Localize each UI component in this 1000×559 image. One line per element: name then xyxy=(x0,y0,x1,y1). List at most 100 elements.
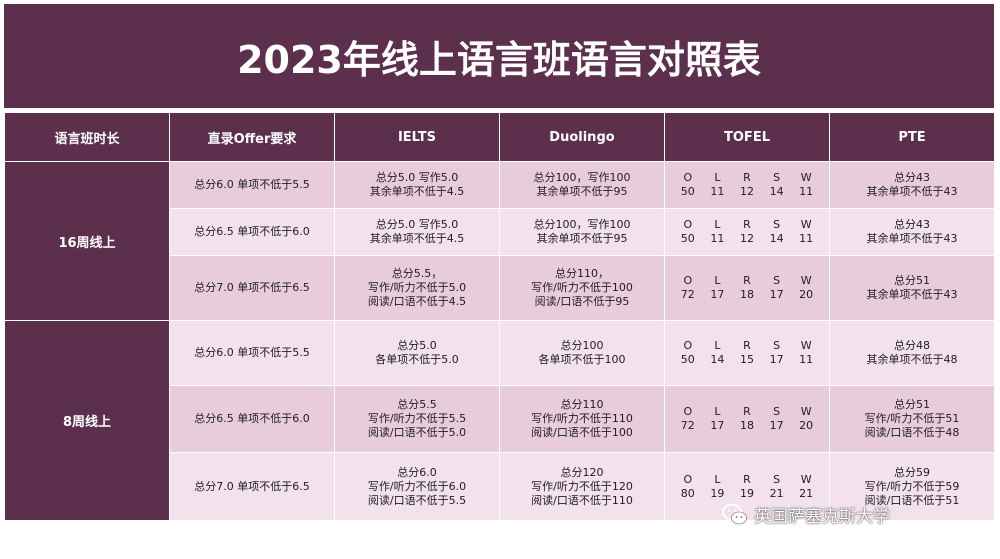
toefl-key: W xyxy=(800,218,812,231)
toefl-value: 11 xyxy=(799,185,814,198)
toefl-key: O xyxy=(683,274,693,287)
direct-offer-cell: 总分6.5 单项不低于6.0 xyxy=(169,208,335,256)
duolingo-cell: 总分110 写作/听力不低于110 阅读/口语不低于100 xyxy=(499,385,665,453)
toefl-key: S xyxy=(773,171,781,184)
toefl-score-w: W 11 xyxy=(791,218,821,246)
toefl-key: R xyxy=(743,218,751,231)
toefl-value: 18 xyxy=(739,288,754,301)
ielts-cell: 总分5.0 写作5.0 其余单项不低于4.5 xyxy=(334,161,500,209)
toefl-key: W xyxy=(800,339,812,352)
toefl-value: 72 xyxy=(680,288,695,301)
ielts-cell: 总分5.5， 写作/听力不低于5.0 阅读/口语不低于4.5 xyxy=(334,255,500,321)
toefl-key: L xyxy=(714,171,721,184)
pte-cell-line: 其余单项不低于48 xyxy=(866,353,958,366)
ielts-cell-line: 其余单项不低于4.5 xyxy=(369,232,465,245)
toefl-key: L xyxy=(714,339,721,352)
pte-cell-line: 其余单项不低于43 xyxy=(866,288,958,301)
duolingo-cell-line: 各单项不低于100 xyxy=(538,353,626,366)
toefl-key: L xyxy=(714,218,721,231)
table-row: 总分7.0 单项不低于6.5 总分6.0 写作/听力不低于6.0 阅读/口语不低于5.… xyxy=(5,452,995,521)
pte-cell-line: 总分48 xyxy=(894,339,930,352)
toefl-value: 14 xyxy=(710,353,725,366)
toefl-cell: O 50 L 11 R 12 S 14 W 11 xyxy=(664,161,830,209)
toefl-score-o: O 72 xyxy=(673,405,703,433)
duolingo-cell-line: 阅读/口语不低于100 xyxy=(531,426,633,439)
toefl-score-w: W 21 xyxy=(791,473,821,501)
toefl-value: 11 xyxy=(799,232,814,245)
duolingo-cell-line: 阅读/口语不低于95 xyxy=(534,295,630,308)
ielts-cell-line: 总分5.5 xyxy=(397,398,437,411)
table-row: 总分7.0 单项不低于6.5 总分5.5， 写作/听力不低于5.0 阅读/口语不低于4… xyxy=(5,255,995,321)
pte-cell-line: 总分51 xyxy=(894,398,930,411)
toefl-key: O xyxy=(683,218,693,231)
toefl-score-o: O 50 xyxy=(673,218,703,246)
pte-cell-line: 其余单项不低于43 xyxy=(866,232,958,245)
ielts-cell-line: 各单项不低于5.0 xyxy=(375,353,459,366)
ielts-cell: 总分5.0 写作5.0 其余单项不低于4.5 xyxy=(334,208,500,256)
toefl-key: R xyxy=(743,274,751,287)
page-title: 2023年线上语言班语言对照表 xyxy=(4,4,994,109)
pte-cell-line: 写作/听力不低于51 xyxy=(864,412,960,425)
toefl-value: 50 xyxy=(680,353,695,366)
ielts-cell-line: 阅读/口语不低于5.0 xyxy=(367,426,467,439)
pte-cell: 总分43 其余单项不低于43 xyxy=(829,161,995,209)
toefl-score-s: S 14 xyxy=(762,218,792,246)
ielts-cell-line: 其余单项不低于4.5 xyxy=(369,185,465,198)
pte-cell: 总分51 写作/听力不低于51 阅读/口语不低于48 xyxy=(829,385,995,453)
duolingo-cell: 总分100 各单项不低于100 xyxy=(499,320,665,386)
ielts-cell-line: 总分5.0 xyxy=(397,339,437,352)
direct-offer-cell: 总分6.0 单项不低于5.5 xyxy=(169,161,335,209)
toefl-score-s: S 14 xyxy=(762,171,792,199)
toefl-score-s: S 17 xyxy=(762,274,792,302)
toefl-score-l: L 17 xyxy=(703,405,733,433)
toefl-score-w: W 20 xyxy=(791,405,821,433)
toefl-key: L xyxy=(714,274,721,287)
duolingo-cell: 总分100，写作100 其余单项不低于95 xyxy=(499,208,665,256)
toefl-value: 11 xyxy=(710,185,725,198)
toefl-score-o: O 80 xyxy=(673,473,703,501)
duration-cell: 8周线上 xyxy=(4,320,170,521)
duolingo-cell-line: 总分100 xyxy=(560,339,604,352)
duolingo-cell-line: 写作/听力不低于110 xyxy=(531,412,633,425)
pte-cell-line: 总分59 xyxy=(894,465,930,479)
toefl-value: 80 xyxy=(680,486,695,500)
toefl-key: L xyxy=(714,405,721,418)
pte-cell-line: 阅读/口语不低于48 xyxy=(864,426,960,439)
toefl-value: 12 xyxy=(739,185,754,198)
watermark: 英国萨塞克斯大学 xyxy=(722,502,890,527)
table-row: 总分6.5 单项不低于6.0 总分5.0 写作5.0 其余单项不低于4.5 总分100… xyxy=(5,208,995,256)
header-duration: 语言班时长 xyxy=(4,112,170,162)
pte-cell: 总分59 写作/听力不低于59 阅读/口语不低于51 xyxy=(829,452,995,521)
toefl-score-s: S 17 xyxy=(762,339,792,367)
ielts-cell: 总分5.5 写作/听力不低于5.5 阅读/口语不低于5.0 xyxy=(334,385,500,453)
toefl-value: 17 xyxy=(769,419,784,432)
comparison-table: 语言班时长 直录Offer要求 IELTS Duolingo TOFEL PTE… xyxy=(4,112,995,521)
pte-cell-line: 总分43 xyxy=(894,218,930,231)
duolingo-cell-line: 总分100，写作100 xyxy=(533,171,631,184)
duolingo-cell-line: 总分120 xyxy=(560,465,604,479)
toefl-score-w: W 11 xyxy=(791,339,821,367)
toefl-value: 14 xyxy=(769,232,784,245)
toefl-score-l: L 19 xyxy=(703,473,733,501)
direct-offer-cell: 总分7.0 单项不低于6.5 xyxy=(169,255,335,321)
direct-offer-cell: 总分7.0 单项不低于6.5 xyxy=(169,452,335,521)
toefl-score-r: R 15 xyxy=(732,339,762,367)
toefl-value: 17 xyxy=(710,419,725,432)
pte-cell-line: 写作/听力不低于59 xyxy=(864,479,960,493)
duolingo-cell-line: 其余单项不低于95 xyxy=(536,185,628,198)
toefl-key: W xyxy=(800,405,812,418)
header-duolingo: Duolingo xyxy=(499,112,665,162)
toefl-key: S xyxy=(773,274,781,287)
toefl-score-l: L 14 xyxy=(703,339,733,367)
duolingo-cell-line: 其余单项不低于95 xyxy=(536,232,628,245)
ielts-cell: 总分5.0 各单项不低于5.0 xyxy=(334,320,500,386)
ielts-cell-line: 阅读/口语不低于4.5 xyxy=(367,295,467,308)
duolingo-cell: 总分100，写作100 其余单项不低于95 xyxy=(499,161,665,209)
header-pte: PTE xyxy=(829,112,995,162)
toefl-key: O xyxy=(683,171,693,184)
toefl-cell: O 72 L 17 R 18 S 17 W 20 xyxy=(664,385,830,453)
pte-cell: 总分43 其余单项不低于43 xyxy=(829,208,995,256)
ielts-cell-line: 总分5.0 写作5.0 xyxy=(375,171,459,184)
table-row: 8周线上 总分6.0 单项不低于5.5 总分5.0 各单项不低于5.0 总分100 各单项… xyxy=(4,320,995,521)
toefl-value: 20 xyxy=(799,419,814,432)
